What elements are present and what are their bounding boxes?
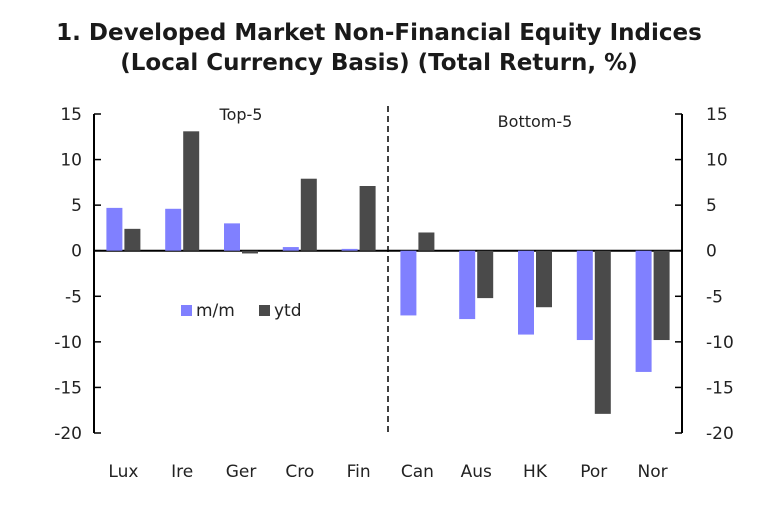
chart-title: 1. Developed Market Non-Financial Equity… xyxy=(0,18,758,78)
bar-ytd-ger xyxy=(242,250,258,254)
bar-ytd-can xyxy=(418,232,435,251)
x-tick-label-can: Can xyxy=(401,462,434,482)
y-tick-label-right: 0 xyxy=(706,242,717,262)
bar-ytd-ire xyxy=(183,131,200,251)
bar-mm-hk xyxy=(518,250,534,335)
x-tick-label-fin: Fin xyxy=(347,462,371,482)
x-tick-label-lux: Lux xyxy=(108,462,138,482)
x-tick-label-por: Por xyxy=(580,462,607,482)
y-tick-label-right: -15 xyxy=(706,378,734,398)
bar-mm-lux xyxy=(106,207,123,251)
bar-ytd-nor xyxy=(653,250,670,341)
bar-ytd-lux xyxy=(124,228,141,251)
y-tick-label-right: 5 xyxy=(706,196,717,216)
legend-label-ytd: ytd xyxy=(274,301,302,321)
y-tick-label-left: -10 xyxy=(54,333,82,353)
bar-mm-ger xyxy=(224,223,240,251)
plot-area: 15 15 10 10 5 5 0 0 -5 -5 -10 -10 -15 -15 -20 -20 Lux Ire… xyxy=(54,105,734,482)
y-tick-label-left: 0 xyxy=(71,242,82,262)
bar-ytd-aus xyxy=(477,250,494,299)
y-tick-label-left: 15 xyxy=(60,105,82,125)
y-tick-label-left: -20 xyxy=(54,424,82,444)
y-tick-label-left: -15 xyxy=(54,378,82,398)
x-tick-label-ger: Ger xyxy=(226,462,257,482)
x-tick-label-nor: Nor xyxy=(638,462,668,482)
legend-swatch-ytd xyxy=(259,305,270,316)
bar-ytd-cro xyxy=(300,178,317,251)
chart-title-line-2: (Local Currency Basis) (Total Return, %) xyxy=(120,50,638,76)
bar-mm-cro xyxy=(282,247,299,251)
x-tick-label-cro: Cro xyxy=(285,462,314,482)
y-tick-label-left: 5 xyxy=(71,196,82,216)
bar-mm-can xyxy=(400,250,417,316)
legend-label-mm: m/m xyxy=(196,301,235,321)
bar-mm-aus xyxy=(459,250,476,320)
group-label-top5: Top-5 xyxy=(219,105,263,124)
x-tick-label-ire: Ire xyxy=(171,462,193,482)
x-tick-label-hk: HK xyxy=(523,462,548,482)
y-tick-label-right: 15 xyxy=(706,105,728,125)
y-tick-label-right: -5 xyxy=(706,287,723,307)
bar-ytd-por xyxy=(594,250,611,414)
x-tick-label-aus: Aus xyxy=(461,462,492,482)
chart-title-line-1: 1. Developed Market Non-Financial Equity… xyxy=(56,20,702,46)
bar-mm-por xyxy=(576,250,593,341)
y-tick-label-right: -20 xyxy=(706,424,734,444)
y-tick-label-right: 10 xyxy=(706,151,728,171)
bar-ytd-hk xyxy=(536,250,552,308)
legend-swatch-mm xyxy=(181,305,192,316)
bar-mm-ire xyxy=(165,208,182,251)
y-tick-label-left: 10 xyxy=(60,151,82,171)
y-tick-label-left: -5 xyxy=(65,287,82,307)
bar-mm-nor xyxy=(635,250,652,372)
group-label-bottom5: Bottom-5 xyxy=(498,112,573,131)
bar-ytd-fin xyxy=(359,186,376,251)
y-tick-label-right: -10 xyxy=(706,333,734,353)
bar-mm-fin xyxy=(341,248,358,251)
